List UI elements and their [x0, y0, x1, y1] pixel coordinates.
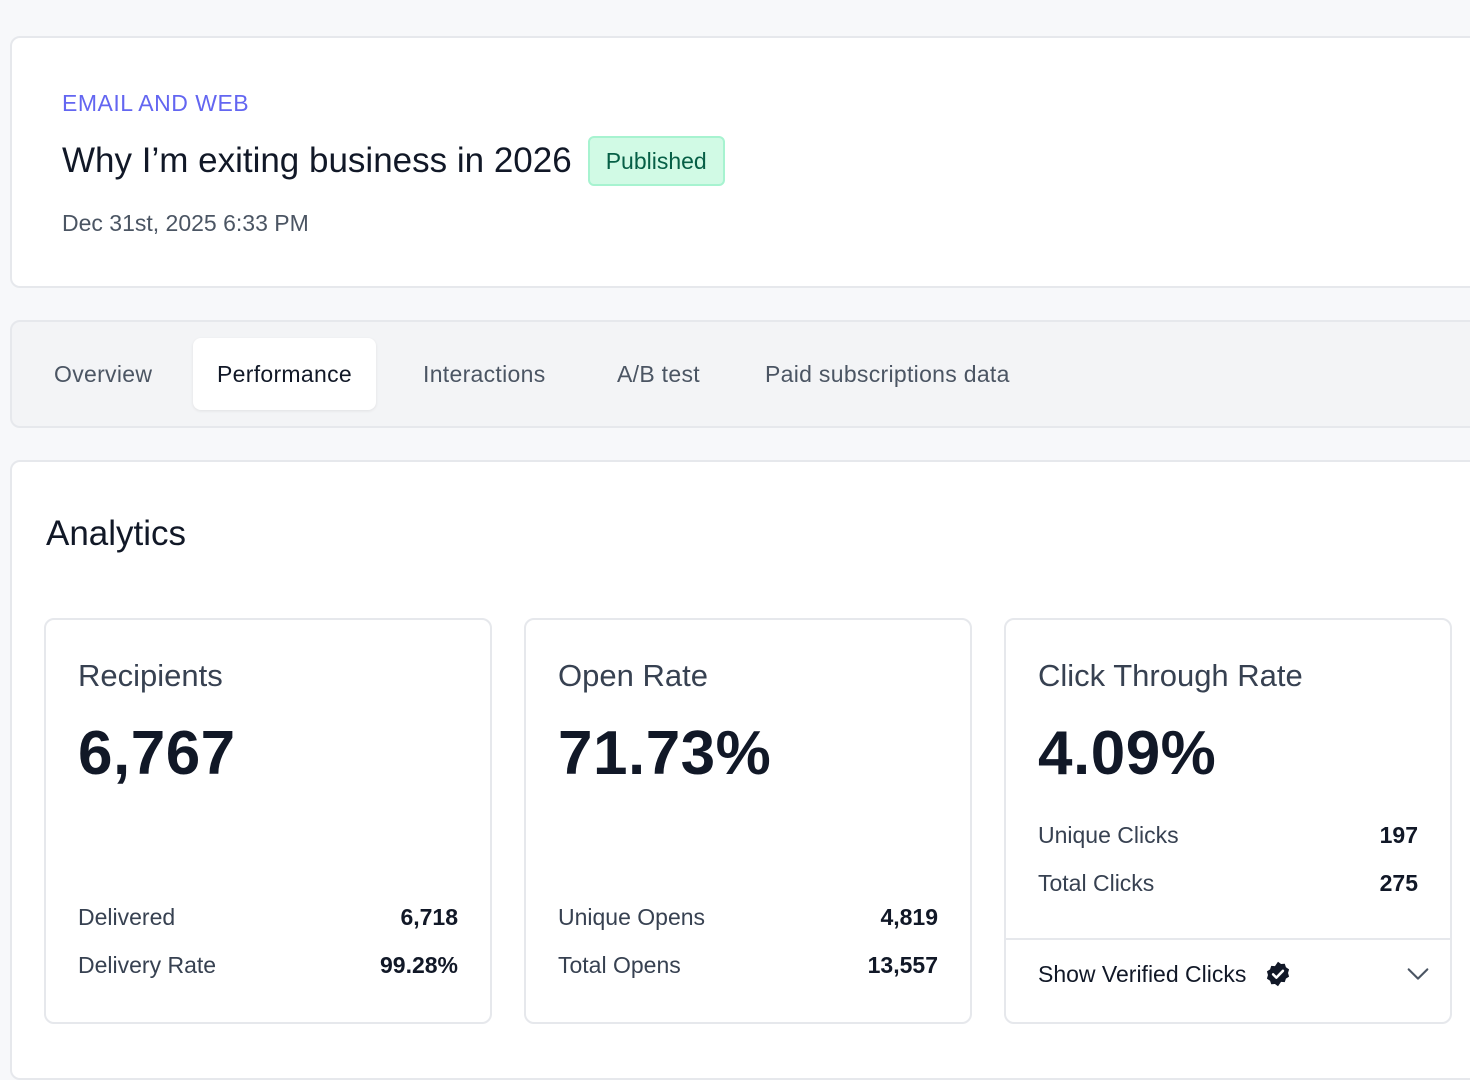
stat-row-total-opens: Total Opens 13,557	[558, 952, 938, 979]
stat-row-delivered: Delivered 6,718	[78, 904, 458, 931]
open-rate-label: Open Rate	[558, 658, 708, 693]
stat-label: Total Clicks	[1038, 870, 1155, 896]
stat-value: 99.28%	[379, 952, 458, 978]
post-date: Dec 31st, 2025 6:33 PM	[62, 210, 309, 236]
click-through-rate-label: Click Through Rate	[1038, 658, 1303, 693]
chevron-down-icon[interactable]	[1404, 960, 1432, 988]
recipients-label: Recipients	[78, 658, 223, 693]
stat-label: Total Opens	[558, 952, 681, 978]
status-badge: Published	[587, 136, 725, 186]
title-row: Why I’m exiting business in 2026 Publish…	[62, 136, 725, 186]
tab-interactions[interactable]: Interactions	[423, 361, 546, 387]
tab-paid-subscriptions-data[interactable]: Paid subscriptions data	[765, 361, 1010, 387]
stat-label: Unique Opens	[558, 904, 706, 930]
post-category: EMAIL AND WEB	[62, 90, 250, 116]
stat-row-unique-opens: Unique Opens 4,819	[558, 904, 938, 931]
stat-label: Delivered	[78, 904, 176, 930]
analytics-panel: Analytics Recipients 6,767 Delivered 6,7…	[10, 460, 1470, 1080]
stat-value: 275	[1379, 870, 1418, 896]
open-rate-value: 71.73%	[558, 719, 772, 788]
recipients-card: Recipients 6,767 Delivered 6,718 Deliver…	[44, 618, 492, 1024]
stat-value: 197	[1379, 822, 1418, 848]
recipients-value: 6,767	[78, 719, 236, 788]
open-rate-card: Open Rate 71.73% Unique Opens 4,819 Tota…	[524, 618, 972, 1024]
tab-performance[interactable]: Performance	[193, 338, 376, 410]
stat-value: 13,557	[867, 952, 938, 978]
click-through-rate-card: Click Through Rate 4.09% Unique Clicks 1…	[1004, 618, 1452, 1024]
verified-clicks-label-group: Show Verified Clicks	[1038, 960, 1292, 988]
verified-badge-icon	[1267, 961, 1290, 987]
show-verified-clicks-toggle[interactable]: Show Verified Clicks	[1006, 938, 1450, 1022]
tab-ab-test[interactable]: A/B test	[617, 361, 700, 387]
stat-row-unique-clicks: Unique Clicks 197	[1038, 822, 1418, 849]
stat-value: 4,819	[880, 904, 938, 930]
stat-label: Delivery Rate	[78, 952, 217, 978]
click-through-rate-value: 4.09%	[1038, 719, 1217, 788]
stat-row-total-clicks: Total Clicks 275	[1038, 870, 1418, 897]
post-title: Why I’m exiting business in 2026	[62, 141, 572, 180]
analytics-title: Analytics	[46, 514, 187, 553]
tab-overview[interactable]: Overview	[54, 361, 153, 387]
stat-row-delivery-rate: Delivery Rate 99.28%	[78, 952, 458, 979]
stat-value: 6,718	[400, 904, 458, 930]
stat-label: Unique Clicks	[1038, 822, 1179, 848]
tab-bar: Overview Performance Interactions A/B te…	[10, 320, 1470, 428]
show-verified-clicks-label: Show Verified Clicks	[1038, 960, 1247, 987]
post-header-card: EMAIL AND WEB Why I’m exiting business i…	[10, 36, 1470, 288]
